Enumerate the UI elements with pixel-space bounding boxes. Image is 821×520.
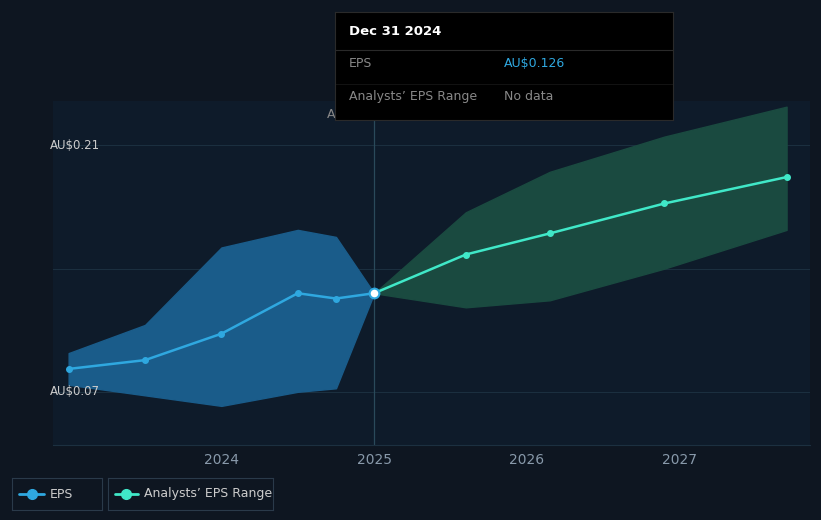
- Text: Dec 31 2024: Dec 31 2024: [349, 25, 441, 38]
- Text: AU$0.21: AU$0.21: [50, 139, 100, 152]
- Text: EPS: EPS: [349, 57, 372, 70]
- Text: EPS: EPS: [50, 488, 73, 500]
- Text: Actual: Actual: [328, 109, 366, 122]
- Text: No data: No data: [504, 90, 553, 103]
- Text: Analysts Forecasts: Analysts Forecasts: [382, 109, 498, 122]
- Text: AU$0.126: AU$0.126: [504, 57, 565, 70]
- Text: AU$0.07: AU$0.07: [50, 385, 100, 398]
- Text: Analysts’ EPS Range: Analysts’ EPS Range: [144, 488, 273, 500]
- Text: Analysts’ EPS Range: Analysts’ EPS Range: [349, 90, 477, 103]
